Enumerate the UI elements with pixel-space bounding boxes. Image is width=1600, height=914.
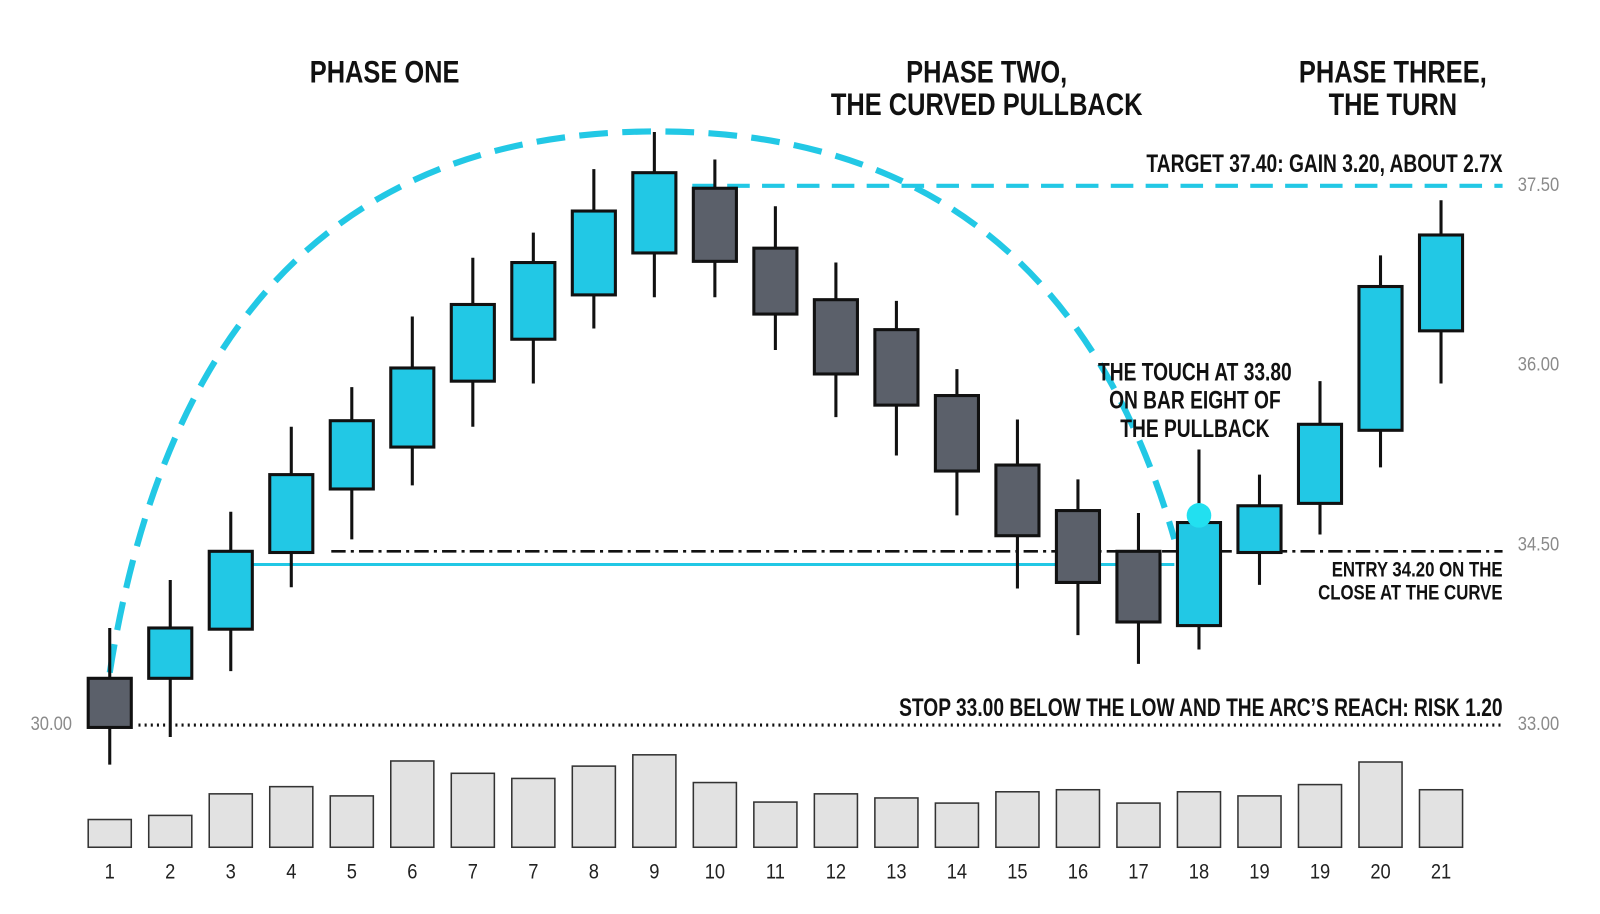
annotation: CLOSE AT THE CURVE: [1318, 581, 1503, 604]
volume-bar: [571, 765, 617, 849]
candle-body: [510, 261, 557, 341]
volume-bar: [753, 801, 798, 849]
x-tick-label: 1: [105, 860, 115, 884]
x-tick-label: 17: [1128, 860, 1148, 884]
phase-title: PHASE THREE,: [1299, 55, 1487, 90]
candle-body: [207, 549, 254, 631]
arc: [106, 128, 1178, 674]
volume-bar: [995, 791, 1040, 849]
volume-bar: [389, 760, 435, 849]
x-tick-label: 21: [1431, 860, 1451, 884]
y-left-label: 30.00: [31, 713, 72, 735]
volume-bar: [813, 793, 859, 849]
candle-body: [389, 366, 436, 449]
candle-body: [994, 463, 1041, 538]
annotation: THE PULLBACK: [1120, 414, 1269, 442]
volume-bar: [268, 785, 314, 849]
volume-bar: [874, 797, 919, 849]
x-tick-label: 20: [1370, 860, 1390, 884]
y-tick-label: 37.50: [1518, 174, 1559, 196]
y-tick-label: 33.00: [1518, 713, 1559, 735]
x-tick-label: 19: [1249, 860, 1269, 884]
candle-body: [933, 394, 980, 473]
y-tick-label: 36.00: [1518, 353, 1559, 375]
candle-body: [147, 626, 194, 680]
volume-bar: [934, 802, 980, 849]
volume-bar: [1116, 802, 1161, 849]
x-tick-label: 18: [1189, 860, 1209, 884]
volume-bar: [208, 793, 254, 849]
annotation: ON BAR EIGHT OF: [1109, 386, 1281, 414]
candle-body: [812, 298, 859, 376]
x-tick-label: 12: [826, 860, 846, 884]
x-tick-label: 5: [347, 860, 357, 884]
volume-bar: [87, 818, 133, 849]
x-tick-label: 11: [766, 860, 785, 884]
y-tick-label: 34.50: [1518, 533, 1559, 555]
candle-body: [328, 419, 375, 491]
x-tick-label: 9: [649, 860, 659, 884]
candle-body: [631, 171, 678, 255]
x-tick-label: 4: [286, 860, 296, 884]
x-tick-label: 6: [407, 860, 417, 884]
annotation: TARGET 37.40: GAIN 3.20, ABOUT 2.7X: [1146, 150, 1502, 178]
candle-body: [1054, 509, 1102, 584]
x-tick-label: 8: [589, 860, 599, 884]
volume-bar: [450, 772, 496, 849]
volume-bar: [147, 814, 193, 849]
candle-body: [691, 186, 738, 263]
phase-title: PHASE ONE: [310, 55, 460, 90]
x-tick-label: 19: [1310, 860, 1330, 884]
candle-body: [1417, 233, 1465, 333]
phase-title: THE TURN: [1329, 88, 1458, 123]
candle-body: [86, 676, 133, 729]
phase-title: THE CURVED PULLBACK: [831, 88, 1143, 123]
annotation: THE TOUCH AT 33.80: [1098, 358, 1292, 386]
volume-bar: [1297, 783, 1343, 849]
volume-bar: [511, 777, 556, 849]
x-tick-label: 3: [226, 860, 236, 884]
x-tick-label: 7: [468, 860, 478, 884]
x-tick-label: 16: [1068, 860, 1088, 884]
x-tick-label: 14: [947, 860, 967, 884]
annotation: ENTRY 34.20 ON THE: [1332, 559, 1503, 582]
volume-bar: [632, 754, 677, 849]
candle-body: [1296, 422, 1344, 505]
volume-bar: [692, 781, 738, 849]
annotation: STOP 33.00 BELOW THE LOW AND THE ARC’S R…: [899, 694, 1502, 722]
volume-bar: [1418, 788, 1464, 849]
phase-title: PHASE TWO,: [906, 55, 1067, 90]
volume-bar: [329, 795, 375, 849]
volume-bar: [1358, 761, 1403, 849]
candle-body: [1357, 284, 1404, 432]
touch-point: [1186, 503, 1212, 528]
candle-body: [570, 209, 617, 297]
x-tick-label: 7: [528, 860, 538, 884]
volume-bar: [1055, 788, 1101, 849]
x-tick-label: 15: [1007, 860, 1027, 884]
candle-body: [1115, 549, 1162, 624]
candle-body: [1175, 521, 1223, 628]
candle-body: [449, 302, 496, 383]
candle-body: [1236, 504, 1283, 555]
x-tick-label: 2: [165, 860, 175, 884]
candle-body: [873, 328, 920, 407]
volume-bar: [1237, 795, 1282, 849]
candle-body: [268, 473, 315, 555]
x-tick-label: 13: [886, 860, 906, 884]
candle-body: [752, 246, 799, 316]
x-tick-label: 10: [705, 860, 725, 884]
volume-bar: [1176, 791, 1222, 849]
